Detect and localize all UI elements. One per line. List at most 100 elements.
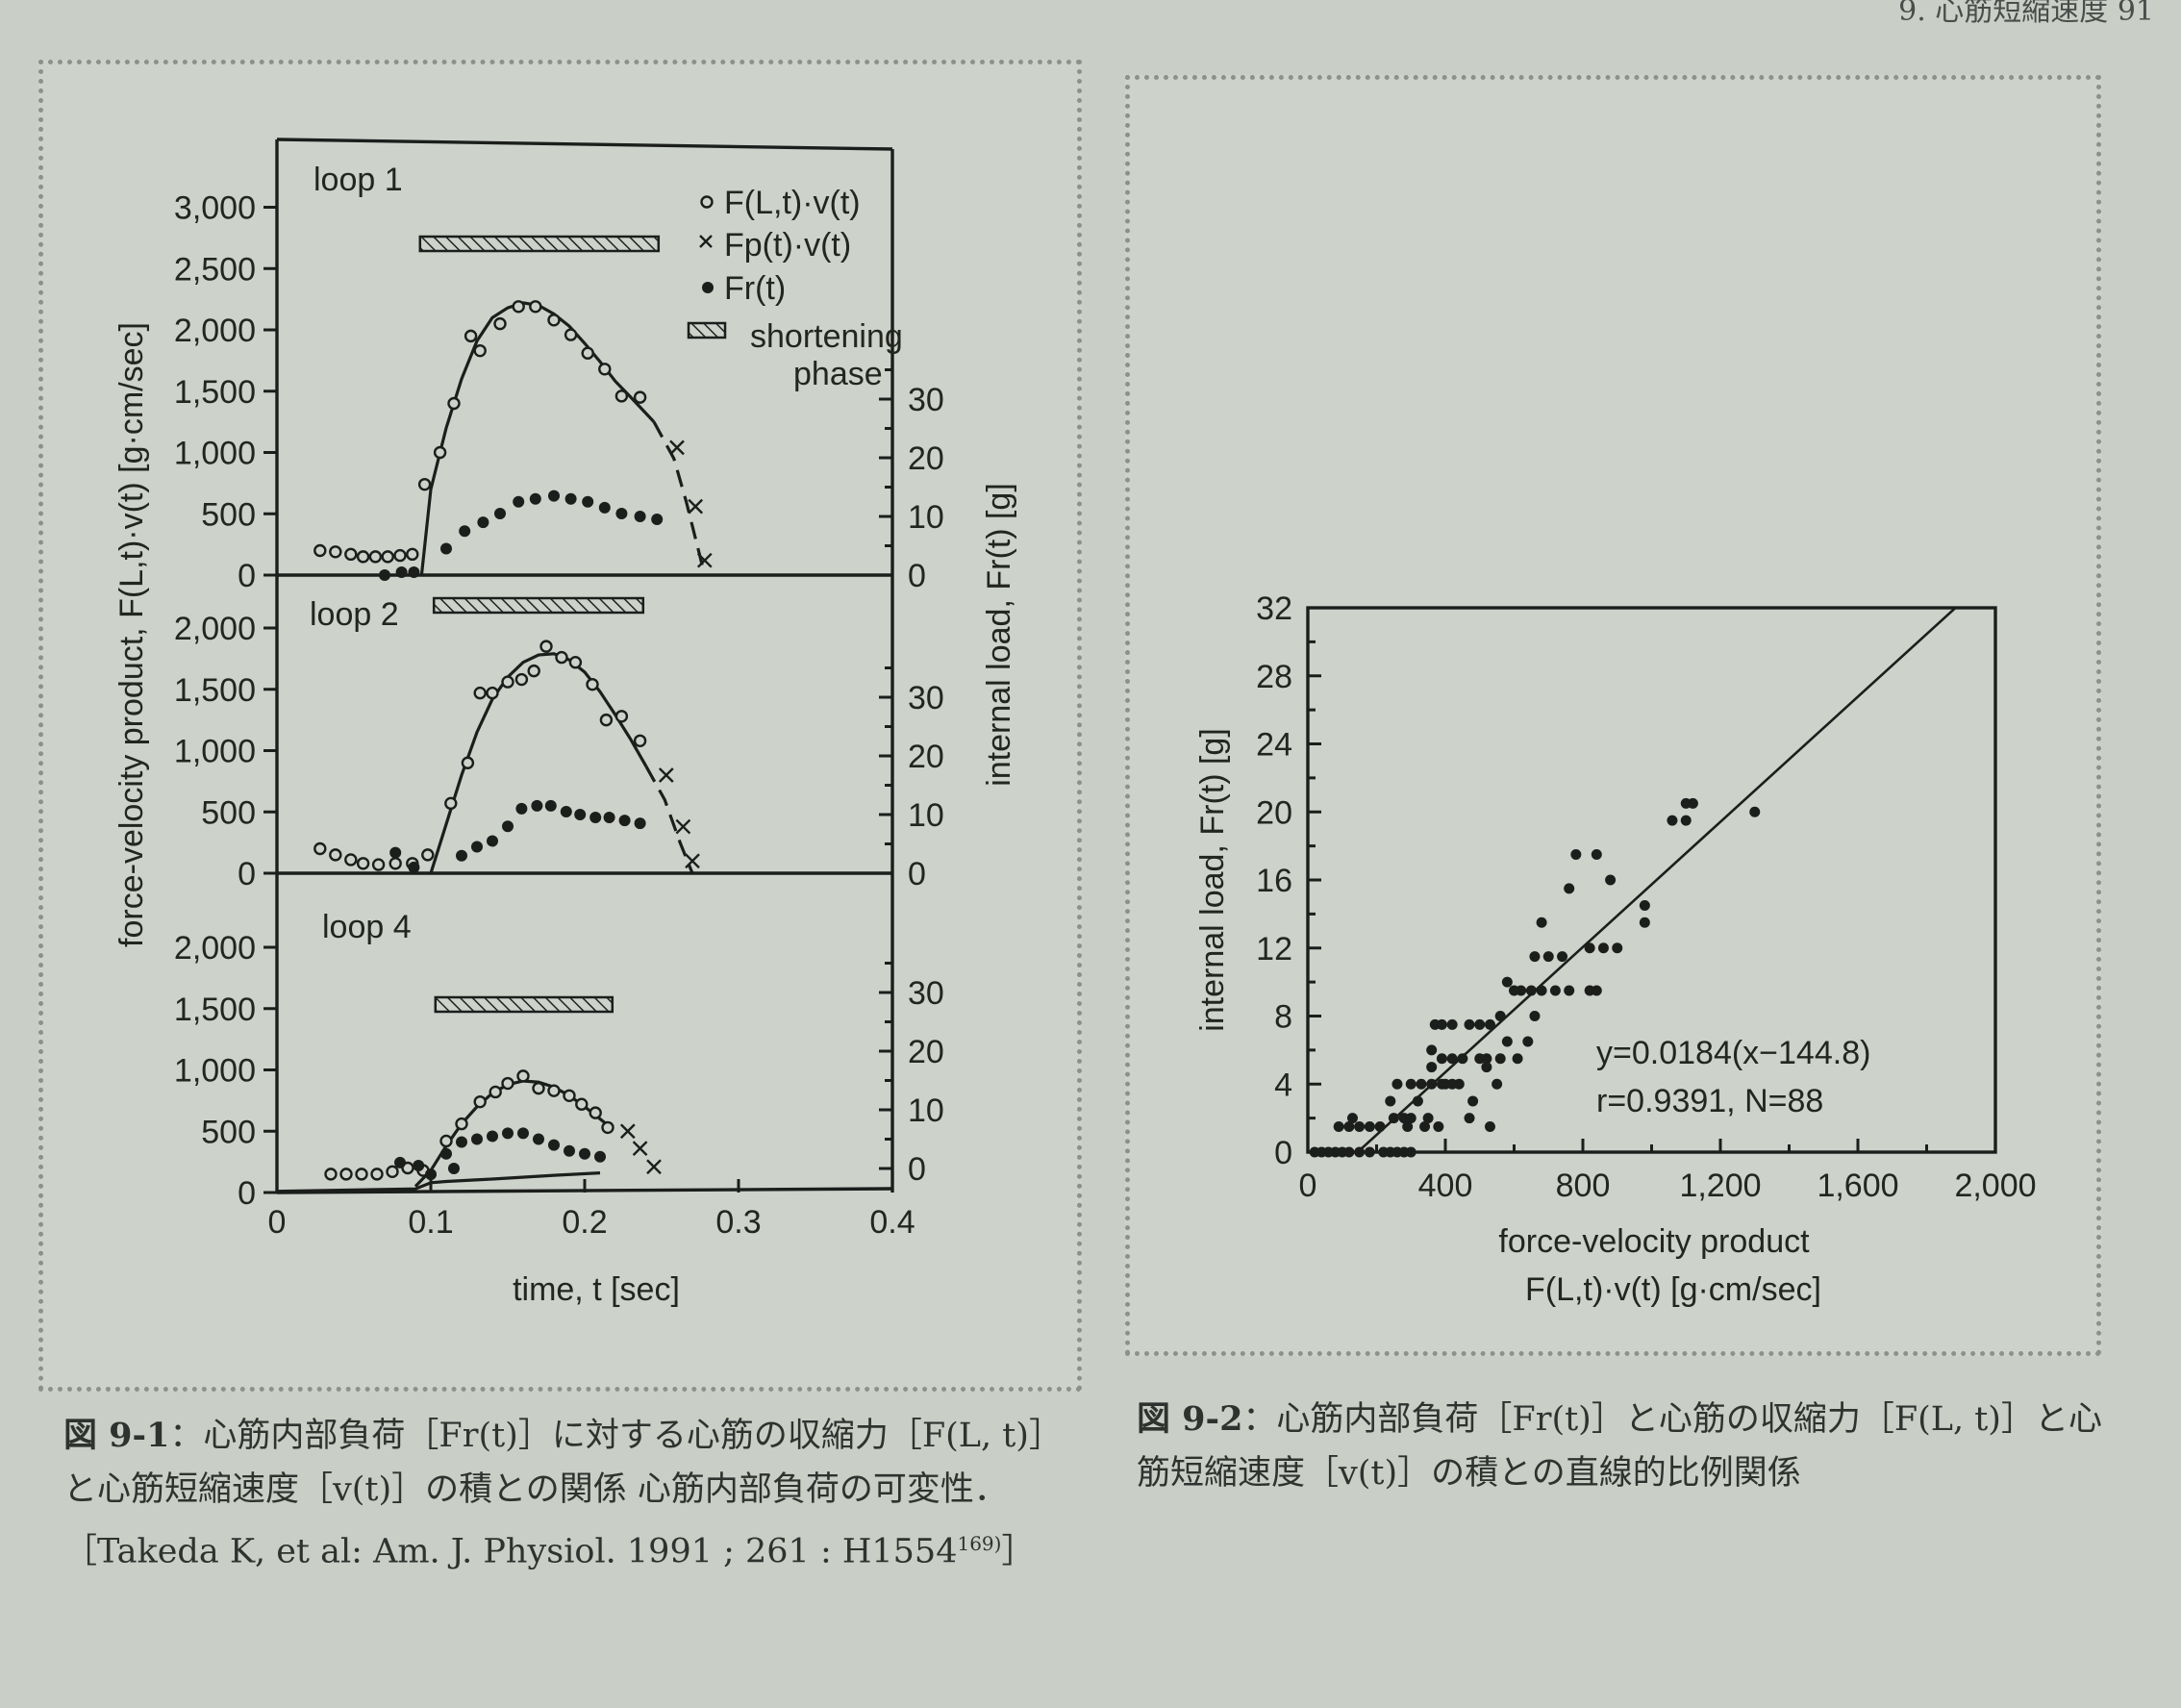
y-tick-label: 20 — [1256, 794, 1292, 831]
fr-point — [564, 1144, 575, 1157]
fv-point — [356, 550, 370, 564]
fr-point — [582, 495, 594, 508]
fr-point — [515, 802, 528, 815]
y2-tick-label: 0 — [908, 856, 926, 892]
legend-filled-circle — [702, 282, 714, 293]
y-axis-label: force-velocity product, F(L,t)·v(t) [g·c… — [113, 322, 150, 947]
data-point — [1570, 848, 1582, 860]
data-point — [1426, 1078, 1438, 1090]
figure-2-caption: 図 9-2：心筋内部負荷［Fr(t)］と心筋の収縮力［F(L, t)］と心筋短縮… — [1137, 1393, 2118, 1500]
fr-point — [425, 1168, 437, 1181]
fr-point — [413, 1159, 425, 1171]
figure-1-caption-number: 図 9-1 — [63, 1416, 170, 1455]
y-tick-label: 0 — [1274, 1135, 1292, 1171]
legend-label: Fr(t) — [724, 270, 786, 307]
data-point — [1388, 1113, 1399, 1124]
y-tick-label: 28 — [1256, 659, 1292, 695]
figure-1-caption-end: ］ — [1001, 1532, 1036, 1571]
fr-point — [548, 1139, 560, 1151]
fp-point — [632, 1141, 648, 1156]
data-point — [1457, 1053, 1468, 1065]
fp-point — [619, 1123, 636, 1140]
fr-point — [618, 815, 631, 827]
data-point — [1416, 1078, 1427, 1090]
data-point — [1391, 1078, 1403, 1090]
fr-point — [394, 1156, 406, 1168]
legend-cross — [699, 235, 713, 248]
data-point — [1564, 985, 1575, 996]
fr-point — [603, 812, 615, 824]
y-tick-label: 0 — [238, 558, 256, 594]
data-point — [1536, 985, 1547, 996]
x-axis-label: time, t [sec] — [513, 1271, 680, 1308]
x-tick-label: 800 — [1556, 1168, 1611, 1204]
y-tick-label: 2,000 — [174, 313, 256, 349]
fv-point — [532, 1081, 545, 1095]
fr-point — [589, 812, 602, 824]
data-point — [1591, 848, 1602, 860]
fr-point — [502, 1127, 514, 1140]
data-point — [1419, 1120, 1431, 1132]
fp-point — [688, 498, 704, 515]
fv-point — [371, 858, 386, 871]
fv-point — [514, 672, 529, 687]
shortening-phase-bar — [418, 235, 661, 253]
fv-point — [473, 686, 487, 700]
data-point — [1402, 1120, 1414, 1132]
data-point — [1557, 951, 1568, 963]
fv-point — [313, 841, 327, 856]
fv-point — [447, 396, 461, 411]
fv-point — [406, 547, 419, 562]
fv-point — [368, 550, 383, 564]
data-point — [1501, 976, 1513, 988]
fr-point — [531, 799, 543, 812]
y2-tick-label: 30 — [908, 975, 944, 1012]
fr-point — [448, 1163, 460, 1174]
data-point — [1481, 1062, 1492, 1073]
data-point — [1343, 1146, 1355, 1158]
fr-point — [594, 1150, 606, 1163]
x-tick-label: 0.4 — [869, 1204, 915, 1241]
data-point — [1426, 1044, 1438, 1056]
fv-point — [344, 547, 358, 562]
x-axis-label-line2: F(L,t)·v(t) [g·cm/sec] — [1525, 1271, 1821, 1308]
fv-point — [563, 1089, 576, 1102]
annotation-stats: r=0.9391, N=88 — [1596, 1083, 1823, 1119]
data-point — [1484, 1018, 1495, 1030]
y-tick-label: 16 — [1256, 863, 1292, 899]
regression-line — [1356, 607, 1957, 1153]
fr-point — [533, 1133, 544, 1145]
fv-point — [589, 1106, 602, 1119]
x-tick-label: 400 — [1418, 1168, 1473, 1204]
fv-point — [464, 329, 478, 343]
fv-point — [489, 1085, 502, 1099]
fv-point — [433, 445, 447, 460]
data-point — [1422, 1113, 1434, 1124]
fv-point — [586, 677, 599, 691]
data-point — [1426, 1062, 1438, 1073]
fr-point — [456, 849, 467, 862]
panel-label: loop 4 — [322, 909, 412, 945]
data-point — [1639, 917, 1650, 928]
data-point — [1436, 1018, 1447, 1030]
data-point — [1412, 1095, 1423, 1107]
y2-tick-label: 10 — [908, 797, 944, 834]
figure-1-caption: 図 9-1：心筋内部負荷［Fr(t)］に対する心筋の収縮力［F(L, t)］と心… — [63, 1409, 1083, 1579]
fv-point — [473, 343, 487, 358]
data-point — [1516, 985, 1527, 996]
fr-point — [440, 1147, 452, 1160]
data-point — [1481, 1053, 1492, 1065]
figure-2-caption-number: 図 9-2 — [1137, 1399, 1243, 1439]
fv-point — [555, 650, 568, 665]
fv-point — [344, 853, 358, 867]
y2-tick-label: 20 — [908, 1034, 944, 1070]
data-point — [1536, 917, 1547, 928]
y-tick-label: 2,000 — [174, 611, 256, 647]
fp-point — [646, 1159, 662, 1175]
data-point — [1343, 1120, 1355, 1132]
baseline-curve — [276, 1171, 601, 1193]
data-point — [1597, 942, 1609, 954]
fr-point — [634, 817, 646, 830]
y2-axis-label: internal load, Fr(t) [g] — [981, 483, 1017, 787]
fv-point — [547, 314, 561, 327]
